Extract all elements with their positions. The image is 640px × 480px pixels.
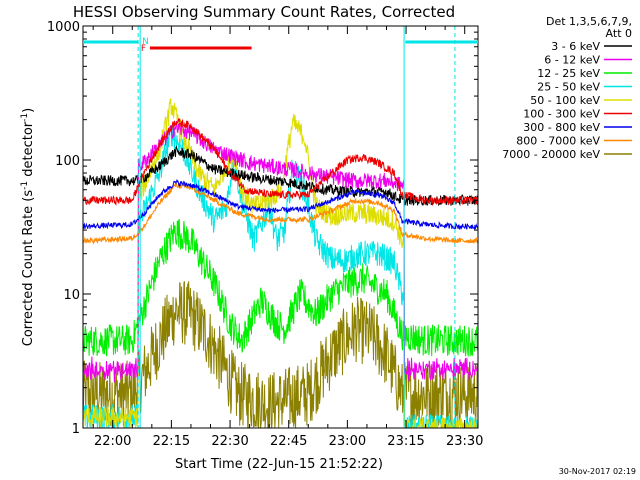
legend-label: 800 - 7000 keV	[516, 135, 600, 148]
y-axis: 1 10 100 1000	[47, 20, 478, 437]
series-line-100-300-kev	[83, 118, 478, 207]
legend-label: 100 - 300 keV	[523, 108, 600, 121]
series-line-6-12-kev	[83, 120, 478, 383]
legend-label: 3 - 6 keV	[551, 40, 600, 53]
legend-label: 25 - 50 keV	[537, 81, 600, 94]
legend-label: 50 - 100 keV	[530, 94, 600, 107]
legend-label: 7000 - 20000 keV	[502, 148, 600, 161]
series-line-7000-20000-kev	[83, 281, 478, 428]
footer-date: 30-Nov-2017 02:19	[559, 467, 636, 476]
x-tick-label: 22:30	[211, 434, 248, 449]
x-tick-label: 22:15	[153, 434, 190, 449]
legend-label: 6 - 12 keV	[544, 54, 600, 67]
y-axis-label-sup1: -1	[20, 181, 30, 190]
series-line-300-800-kev	[83, 178, 478, 231]
x-axis-label: Start Time (22-Jun-15 21:52:22)	[175, 457, 383, 472]
y-axis-label-main: Corrected Count Rate (s	[21, 190, 36, 347]
x-tick-label: 23:30	[446, 434, 483, 449]
legend-header-line1: Det 1,3,5,6,7,9,	[546, 15, 632, 28]
series-line-25-50-kev	[83, 124, 478, 428]
legend-label: 12 - 25 keV	[537, 67, 600, 80]
x-tick-label: 23:15	[387, 434, 424, 449]
legend-header-line2: Att 0	[606, 27, 632, 40]
x-axis: 22:00 22:15 22:30 22:45 23:00 23:15 23:30	[92, 26, 483, 449]
y-axis-label: Corrected Count Rate (s-1 detector-1)	[20, 108, 36, 346]
chart-title: HESSI Observing Summary Count Rates, Cor…	[73, 3, 455, 21]
plot-frame	[82, 25, 479, 429]
x-tick-label: 23:00	[329, 434, 366, 449]
y-axis-label-sup2: -1	[20, 113, 30, 122]
y-axis-label-end: )	[21, 108, 36, 113]
series-line-800-7000-kev	[83, 181, 478, 245]
y-tick-label: 1000	[47, 20, 80, 35]
x-tick-label: 22:00	[94, 434, 131, 449]
series-line-12-25-kev	[83, 218, 478, 357]
x-tick-label: 22:45	[270, 434, 307, 449]
y-tick-label: 10	[63, 288, 80, 303]
y-axis-label-mid: detector	[21, 121, 36, 181]
flare-flag-label: F	[141, 44, 146, 54]
night-flag-label: N	[142, 37, 149, 47]
legend-label: 300 - 800 keV	[523, 121, 600, 134]
y-tick-label: 100	[55, 154, 80, 169]
y-tick-label: 1	[72, 422, 80, 437]
